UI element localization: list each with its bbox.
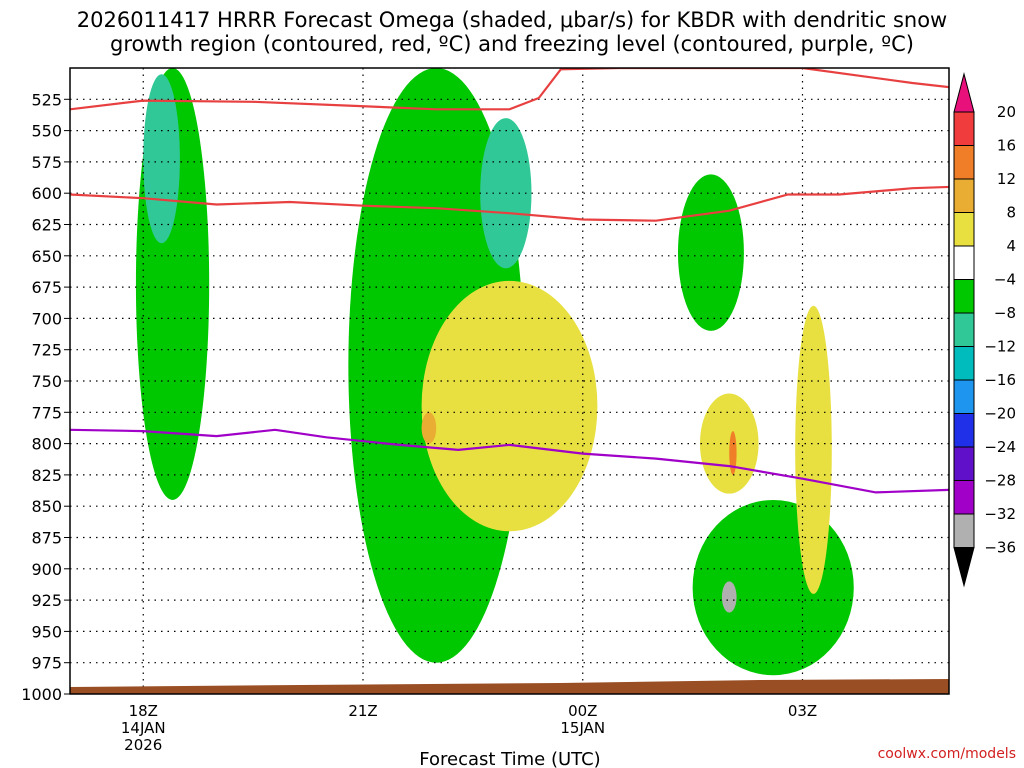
y-tick-label: 650 (31, 247, 62, 266)
omega-ascent-region-14 (1000, 469, 1024, 669)
y-tick-label: 550 (31, 122, 62, 141)
y-tick-label: 625 (31, 216, 62, 235)
y-tick-label: 800 (31, 435, 62, 454)
colorbar-segment (953, 178, 975, 213)
colorbar-level-label: −36 (984, 539, 1016, 557)
colorbar-segment (953, 480, 975, 515)
x-tick-label: 14JAN (121, 719, 166, 737)
colorbar-level-label: −16 (984, 371, 1016, 389)
y-tick-label: 950 (31, 622, 62, 641)
y-tick-label: 575 (31, 153, 62, 172)
colorbar-level-label: −20 (984, 405, 1016, 423)
colorbar-legend: 20 16 12 8 4 −4 −8 −12 −16 −20 −24 −28 −32 −36 (953, 72, 1016, 588)
colorbar-segment (953, 245, 975, 280)
colorbar-segment (953, 379, 975, 414)
colorbar-level-label: −4 (994, 271, 1016, 289)
colorbar-level-label: −24 (984, 438, 1016, 456)
y-axis: 525 550 575 600 625 650 675 700 725 750 775 800 825 8… (21, 90, 70, 704)
colorbar-segment (953, 145, 975, 180)
colorbar-top-arrow (953, 72, 975, 113)
terrain-ground (70, 679, 949, 694)
x-tick-label: 18Z (129, 702, 158, 720)
omega-descent-region-5 (421, 412, 437, 444)
colorbar-level-label: −28 (984, 472, 1016, 490)
omega-ascent-region-10 (721, 581, 737, 613)
chart-title-line-1: 2026011417 HRRR Forecast Omega (shaded, … (76, 8, 948, 32)
y-tick-label: 525 (31, 90, 62, 109)
colorbar-level-label: −12 (984, 338, 1016, 356)
colorbar-segment (953, 346, 975, 381)
freezing-level-contour (70, 428, 949, 494)
colorbar-level-label: −8 (994, 304, 1016, 322)
colorbar-segment (953, 413, 975, 448)
y-tick-label: 775 (31, 403, 62, 422)
dgz-contour-upper (70, 68, 949, 111)
grid-lines (70, 68, 949, 694)
colorbar-level-label: 4 (1006, 237, 1016, 255)
y-tick-label: 875 (31, 529, 62, 548)
x-tick-label: 21Z (348, 702, 377, 720)
contour-label-dgz: 12 (1017, 179, 1024, 194)
colorbar-segment (953, 279, 975, 314)
colorbar-level-label: 20 (997, 103, 1016, 121)
x-tick-label: 00Z (568, 702, 597, 720)
x-tick-label: 2026 (124, 736, 162, 754)
y-tick-label: 925 (31, 591, 62, 610)
colorbar-segment (953, 513, 975, 548)
y-tick-label: 850 (31, 497, 62, 516)
omega-shading-layer (135, 68, 1024, 676)
x-tick-label: 03Z (788, 702, 817, 720)
omega-ascent-region-6 (677, 174, 744, 331)
omega-descent-region-11 (795, 305, 832, 594)
colorbar-level-label: 8 (1006, 204, 1016, 222)
colorbar-segment (953, 111, 975, 146)
y-tick-label: 675 (31, 278, 62, 297)
y-tick-label: 1000 (21, 685, 62, 704)
plot-area: 120 (70, 68, 1024, 694)
omega-descent-region-8 (729, 431, 737, 475)
y-tick-label: 600 (31, 184, 62, 203)
colorbar-segment (953, 312, 975, 347)
credit-link[interactable]: coolwx.com/models (877, 746, 1016, 762)
contour-lines: 120 (70, 68, 1024, 494)
colorbar-level-label: −32 (984, 505, 1016, 523)
y-tick-label: 700 (31, 309, 62, 328)
x-axis-title: Forecast Time (UTC) (419, 749, 600, 768)
colorbar-level-label: 16 (997, 137, 1016, 155)
colorbar-level-label: 12 (997, 170, 1016, 188)
x-tick-label: 15JAN (560, 719, 605, 737)
y-tick-label: 975 (31, 654, 62, 673)
dgz-contour-lower (70, 185, 949, 222)
y-tick-label: 900 (31, 560, 62, 579)
colorbar-bottom-arrow (953, 547, 975, 588)
y-tick-label: 825 (31, 466, 62, 485)
omega-ascent-region-9 (692, 499, 854, 676)
colorbar-segment (953, 212, 975, 247)
y-tick-label: 750 (31, 372, 62, 391)
colorbar-segment (953, 446, 975, 481)
chart-title-line-2: growth region (contoured, red, ºC) and f… (110, 32, 914, 56)
omega-descent-region-7 (699, 393, 759, 494)
omega-descent-region-4 (421, 280, 598, 532)
y-tick-label: 725 (31, 341, 62, 360)
